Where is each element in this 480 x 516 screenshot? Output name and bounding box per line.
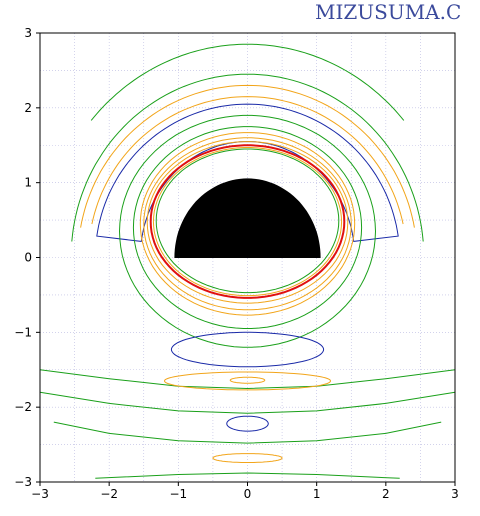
y-tick-label: −3 (14, 475, 32, 489)
contour-lines (39, 43, 456, 479)
contour-line-orange (152, 147, 343, 297)
contour-line-green (71, 73, 424, 242)
watermark-text: MIZUSUMA.C (315, 0, 461, 24)
contour-line-orange (229, 376, 266, 384)
y-tick-label: 3 (24, 26, 32, 40)
x-tick-label: 3 (451, 487, 459, 501)
contour-line-blue (226, 415, 269, 432)
contour-line-green (39, 369, 456, 390)
contour-line-green (95, 472, 400, 479)
x-tick-label: 2 (382, 487, 390, 501)
contour-line-orange (212, 453, 283, 463)
contour-line-green (155, 148, 340, 294)
obstacle-shape (174, 178, 321, 258)
contour-line-orange (139, 132, 356, 316)
contour-line-orange (91, 96, 404, 225)
x-tick-label: −1 (169, 487, 187, 501)
contour-line-green (132, 126, 363, 329)
contour-line-orange (163, 371, 332, 391)
obstacle-half-disk (174, 178, 321, 258)
y-tick-label: −1 (14, 325, 32, 339)
y-tick-label: −2 (14, 400, 32, 414)
contour-line-red (149, 144, 346, 299)
contour-line-green (39, 391, 456, 414)
contour-line-green (118, 114, 377, 348)
x-tick-label: −3 (31, 487, 49, 501)
contour-line-orange (80, 84, 415, 228)
x-tick-label: 1 (313, 487, 321, 501)
y-tick-label: 1 (24, 176, 32, 190)
y-tick-label: 0 (24, 251, 32, 265)
contour-line-orange (143, 137, 352, 311)
y-tick-label: 2 (24, 101, 32, 115)
axis-ticks: −3 −2 −1 0 1 2 3 −3 −2 −1 0 1 2 3 (14, 26, 459, 501)
contour-line-orange (146, 141, 349, 304)
x-tick-label: 0 (244, 487, 252, 501)
x-tick-label: −2 (100, 487, 118, 501)
contour-line-green (90, 43, 405, 121)
contour-line-blue (96, 103, 399, 242)
contour-line-blue (170, 331, 325, 368)
contour-line-green (53, 421, 442, 444)
